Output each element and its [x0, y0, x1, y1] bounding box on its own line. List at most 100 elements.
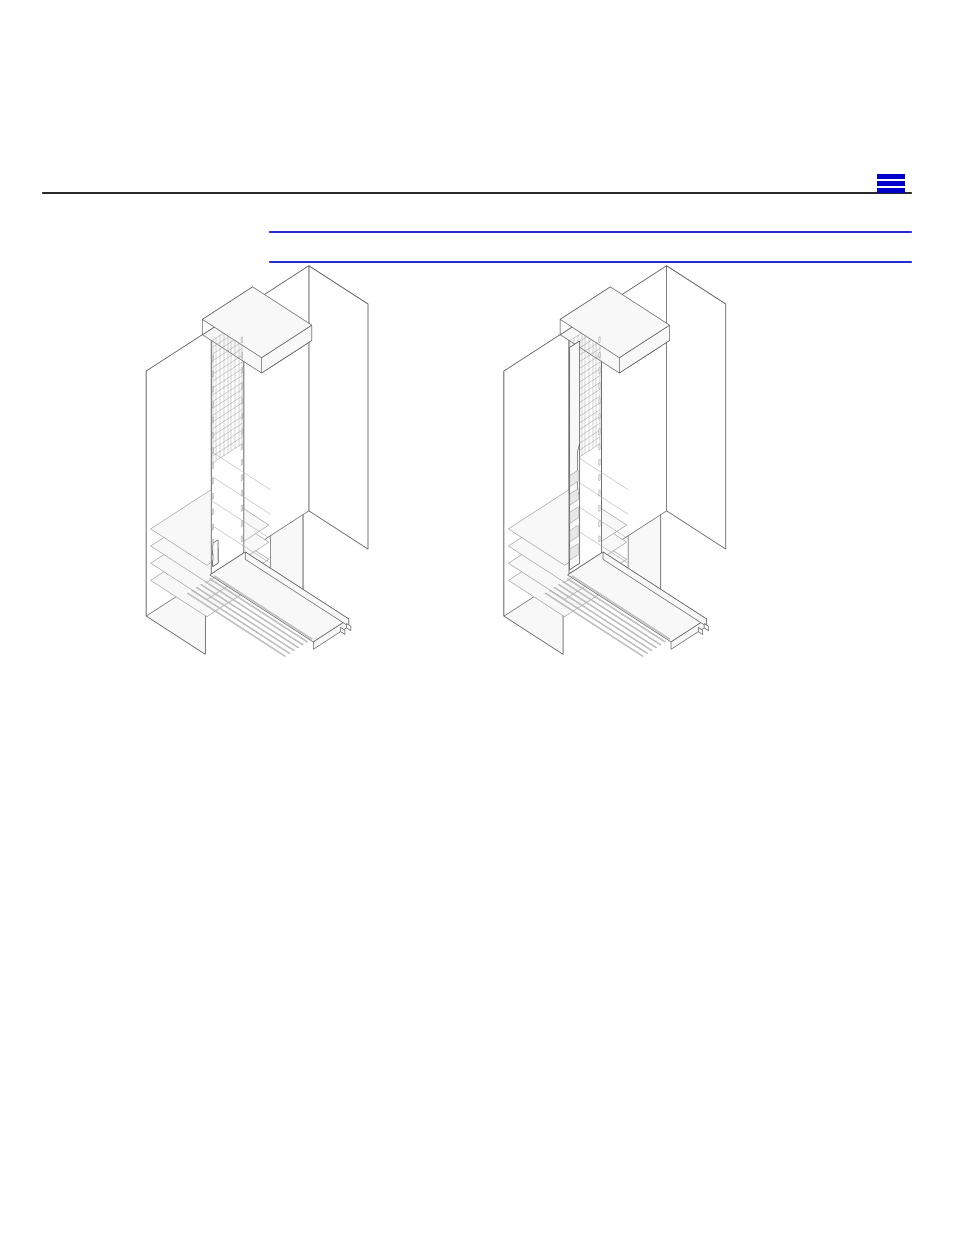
Polygon shape	[205, 582, 303, 645]
Polygon shape	[598, 505, 599, 511]
Polygon shape	[598, 520, 599, 526]
Polygon shape	[241, 536, 242, 542]
Polygon shape	[569, 478, 571, 484]
Polygon shape	[598, 474, 599, 480]
Polygon shape	[569, 471, 578, 487]
Polygon shape	[212, 524, 213, 530]
Polygon shape	[211, 329, 270, 613]
Polygon shape	[569, 370, 571, 377]
Polygon shape	[212, 356, 213, 362]
Polygon shape	[569, 493, 571, 499]
Polygon shape	[559, 303, 669, 373]
Polygon shape	[598, 337, 599, 343]
Polygon shape	[245, 552, 349, 626]
Polygon shape	[569, 509, 571, 515]
Polygon shape	[151, 522, 269, 599]
Polygon shape	[598, 459, 599, 466]
Polygon shape	[192, 590, 290, 653]
Polygon shape	[503, 329, 568, 616]
Polygon shape	[598, 414, 599, 420]
Polygon shape	[241, 443, 242, 450]
Polygon shape	[270, 346, 303, 613]
Polygon shape	[212, 478, 213, 484]
Polygon shape	[261, 325, 312, 373]
Polygon shape	[562, 582, 660, 645]
Polygon shape	[670, 619, 706, 650]
Polygon shape	[212, 401, 213, 408]
Polygon shape	[544, 593, 642, 657]
Polygon shape	[340, 627, 345, 635]
Polygon shape	[202, 287, 253, 335]
Polygon shape	[212, 432, 213, 438]
Polygon shape	[569, 543, 578, 559]
Polygon shape	[212, 416, 213, 422]
Polygon shape	[241, 505, 242, 511]
Polygon shape	[241, 337, 242, 343]
Polygon shape	[503, 370, 562, 655]
Polygon shape	[558, 584, 656, 648]
Polygon shape	[627, 346, 660, 613]
Polygon shape	[244, 308, 303, 592]
Polygon shape	[241, 383, 242, 389]
Polygon shape	[569, 524, 571, 530]
Polygon shape	[508, 540, 626, 616]
Polygon shape	[598, 536, 599, 542]
Polygon shape	[508, 489, 626, 566]
Polygon shape	[569, 387, 571, 393]
Polygon shape	[212, 555, 213, 561]
Polygon shape	[212, 463, 213, 469]
Polygon shape	[598, 367, 599, 373]
Polygon shape	[503, 329, 627, 409]
Polygon shape	[202, 287, 312, 358]
Polygon shape	[570, 540, 576, 567]
Bar	[876, 188, 904, 193]
Polygon shape	[569, 555, 571, 561]
Polygon shape	[241, 352, 242, 358]
Polygon shape	[569, 356, 571, 362]
Polygon shape	[241, 474, 242, 480]
Polygon shape	[601, 266, 725, 346]
Polygon shape	[601, 266, 666, 553]
Polygon shape	[570, 548, 576, 567]
Polygon shape	[346, 624, 351, 631]
Polygon shape	[598, 352, 599, 358]
Polygon shape	[601, 308, 660, 592]
Polygon shape	[241, 414, 242, 420]
Polygon shape	[569, 341, 579, 569]
Polygon shape	[209, 578, 308, 642]
Polygon shape	[571, 576, 669, 640]
Polygon shape	[213, 576, 312, 640]
Polygon shape	[568, 308, 660, 367]
Polygon shape	[559, 287, 669, 358]
Polygon shape	[569, 447, 571, 453]
Polygon shape	[212, 493, 213, 499]
Polygon shape	[241, 459, 242, 466]
Bar	[876, 182, 904, 185]
Polygon shape	[569, 401, 571, 408]
Polygon shape	[202, 303, 312, 373]
Polygon shape	[241, 429, 242, 435]
Polygon shape	[244, 266, 309, 553]
Polygon shape	[211, 308, 303, 367]
Polygon shape	[569, 416, 571, 422]
Polygon shape	[210, 552, 349, 642]
Polygon shape	[598, 443, 599, 450]
Polygon shape	[151, 506, 269, 583]
Polygon shape	[213, 540, 218, 567]
Polygon shape	[151, 540, 269, 616]
Polygon shape	[698, 627, 702, 635]
Polygon shape	[212, 447, 213, 453]
Polygon shape	[241, 520, 242, 526]
Polygon shape	[569, 506, 578, 524]
Bar	[876, 174, 904, 179]
Polygon shape	[553, 587, 652, 651]
Polygon shape	[241, 367, 242, 373]
Polygon shape	[212, 509, 213, 515]
Polygon shape	[703, 624, 708, 631]
Polygon shape	[508, 522, 626, 599]
Polygon shape	[567, 552, 706, 642]
Polygon shape	[569, 432, 571, 438]
Polygon shape	[146, 370, 205, 655]
Polygon shape	[569, 489, 578, 505]
Polygon shape	[213, 548, 218, 567]
